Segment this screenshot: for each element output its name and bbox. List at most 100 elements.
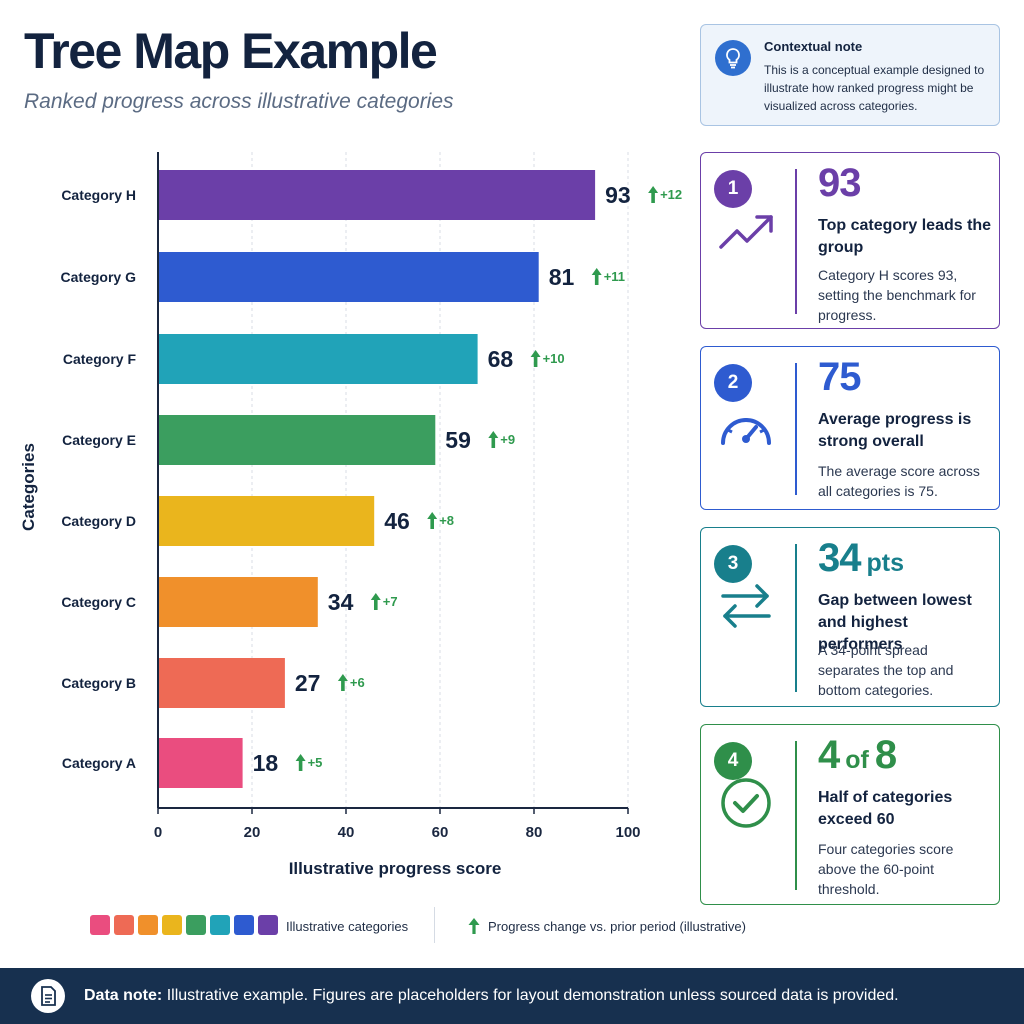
bar [159, 170, 596, 220]
bar [159, 738, 243, 788]
legend-swatches [90, 915, 278, 959]
note-title: Contextual note [764, 39, 863, 54]
x-tick-label: 60 [432, 824, 449, 841]
card-divider [795, 544, 797, 692]
card-stat-unit: of [845, 746, 869, 774]
bar [159, 252, 539, 302]
card-stat: 4 of 8 [818, 733, 897, 778]
value-label: 68 [488, 346, 514, 372]
category-label: Category F [63, 351, 137, 367]
lightbulb-icon [715, 40, 751, 76]
card-stat-total: 8 [874, 733, 897, 777]
value-label: 81 [549, 264, 575, 290]
category-label: Category G [61, 269, 137, 285]
card-stat: 34 pts [818, 536, 904, 581]
x-tick-label: 100 [615, 824, 640, 841]
card-description: A 34-point spread separates the top and … [818, 642, 954, 698]
change-label: +7 [383, 594, 398, 609]
bar [159, 577, 318, 627]
footer-label: Data note: [84, 987, 163, 1004]
change-label: +9 [500, 432, 515, 447]
card-number-badge: 1 [714, 170, 752, 208]
up-arrow-icon [530, 350, 541, 367]
category-label: Category H [61, 187, 136, 203]
card-heading: Average progress is strong overall [818, 411, 972, 450]
up-arrow-icon [427, 512, 438, 529]
legend-divider [434, 907, 435, 943]
bar-chart: 0 20 40 60 80 100 Illustrative progress score C… [19, 152, 682, 878]
up-arrow-icon [295, 754, 306, 771]
card-stat-value: 93 [818, 161, 861, 205]
legend-swatch [210, 915, 230, 935]
legend-swatch [90, 915, 110, 935]
legend-swatch [138, 915, 158, 935]
card-description: Four categories score above the 60-point… [818, 841, 954, 897]
legend-change-label: Progress change vs. prior period (illust… [488, 919, 746, 934]
x-tick-label: 40 [338, 824, 355, 841]
bar [159, 496, 375, 546]
contextual-note: Contextual note This is a conceptual exa… [700, 24, 1000, 126]
insight-card: 1 93 Top category leads the group Category … [700, 152, 1000, 329]
card-divider [795, 363, 797, 495]
insight-card: 4 4 of 8 Half of categories exceed 60 Four ca… [700, 724, 1000, 905]
card-divider [795, 169, 797, 314]
bar [159, 334, 478, 384]
card-stat-value: 34 [818, 536, 861, 580]
change-label: +11 [604, 269, 625, 284]
up-arrow-icon [648, 186, 659, 203]
category-label: Category E [62, 432, 136, 448]
category-label: Category B [61, 675, 136, 691]
legend-swatch [234, 915, 254, 935]
insight-card: 2 75 Average progress is strong overall The… [700, 346, 1000, 510]
x-axis-title: Illustrative progress score [289, 859, 502, 878]
category-label: Category D [61, 513, 136, 529]
value-label: 59 [445, 427, 471, 453]
value-label: 93 [605, 182, 631, 208]
card-number-badge: 2 [714, 364, 752, 402]
card-stat: 75 [818, 355, 861, 400]
card-number-badge: 3 [714, 545, 752, 583]
page-title: Tree Map Example [24, 23, 438, 79]
change-label: +8 [439, 513, 454, 528]
legend-swatch [162, 915, 182, 935]
legend-swatch [258, 915, 278, 935]
value-label: 18 [253, 750, 279, 776]
up-arrow-icon [370, 593, 381, 610]
card-number-badge: 4 [714, 742, 752, 780]
trend-up-icon [715, 209, 777, 257]
up-arrow-icon [488, 431, 499, 448]
card-stat-value: 75 [818, 355, 861, 399]
footer-bar: Data note: Illustrative example. Figures… [0, 968, 1024, 1024]
legend-categories-label: Illustrative categories [286, 919, 409, 934]
legend-swatch [186, 915, 206, 935]
value-label: 34 [328, 589, 354, 615]
change-label: +10 [543, 351, 565, 366]
card-stat-value: 4 [818, 733, 840, 777]
card-heading: Half of categories exceed 60 [818, 789, 953, 828]
change-label: +12 [660, 187, 682, 202]
card-heading: Gap between lowest and highest performer… [818, 592, 972, 653]
category-label: Category C [61, 594, 136, 610]
up-arrow-icon [337, 674, 348, 691]
y-axis-title: Categories [19, 443, 38, 531]
up-arrow-icon [468, 918, 480, 934]
x-tick-label: 20 [244, 824, 261, 841]
document-icon [31, 979, 65, 1013]
value-label: 27 [295, 670, 321, 696]
check-circle-icon [715, 777, 777, 828]
up-arrow-icon [591, 268, 602, 285]
category-label: Category A [62, 755, 136, 771]
change-label: +6 [350, 675, 365, 690]
footer-text: Illustrative example. Figures are placeh… [166, 987, 899, 1004]
card-description: Category H scores 93, setting the benchm… [818, 267, 976, 323]
legend-swatch [114, 915, 134, 935]
insight-card: 3 34 pts Gap between lowest and highest per… [700, 527, 1000, 707]
gauge-icon [715, 405, 777, 453]
note-text: This is a conceptual example designed to… [764, 63, 985, 113]
card-description: The average score across all categories … [818, 463, 980, 499]
x-tick-label: 80 [526, 824, 543, 841]
card-stat-unit: pts [866, 549, 905, 577]
value-label: 46 [384, 508, 410, 534]
card-stat: 93 [818, 161, 861, 206]
x-tick-label: 0 [154, 824, 162, 841]
